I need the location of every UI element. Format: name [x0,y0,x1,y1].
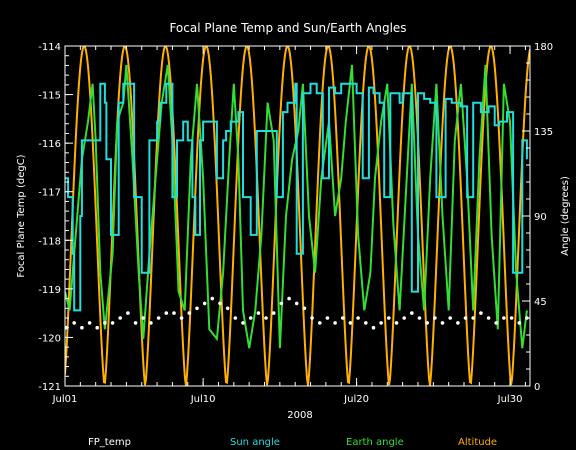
chart-title: Focal Plane Temp and Sun/Earth Angles [169,21,406,35]
legend-earth-angle: Earth angle [346,437,404,448]
fp-temp-point [479,311,483,315]
fp-temp-point [72,321,76,325]
fp-temp-point [509,316,514,320]
fp-temp-point [318,321,322,325]
y-left-tick-label: -120 [38,333,61,344]
fp-temp-point [371,325,376,330]
y-left-tick-label: -121 [38,382,61,393]
y-left-tick-label: -117 [38,188,61,199]
fp-temp-point [287,296,291,301]
fp-temp-point [225,306,230,311]
x-axis-label: 2008 [287,410,312,421]
x-tick-label: Jul30 [497,394,523,405]
legend-fp-temp: FP_temp [88,437,131,448]
series-sun-angle-line [65,82,528,312]
fp-temp-point [210,296,215,301]
fp-temp-point [294,301,299,306]
y-right-tick-label: 180 [534,42,553,53]
fp-temp-point [271,311,276,315]
fp-temp-point [310,316,314,320]
fp-temp-point [126,311,130,315]
y-right-tick-label: 45 [534,297,547,308]
fp-temp-point [341,316,345,320]
y-left-tick-label: -116 [38,139,61,150]
fp-temp-point [256,311,261,315]
fp-temp-point [325,316,330,320]
y-axis-right-label: Angle (degrees) [560,176,571,256]
fp-temp-point [348,321,353,325]
fp-temp-point [141,316,146,320]
fp-temp-point [118,316,122,320]
y-axis-left-label: Focal Plane Temp (degC) [16,154,27,277]
fp-temp-point [302,306,307,311]
fp-temp-point [95,325,99,330]
x-tick-label: Jul10 [190,394,216,405]
fp-temp-point [164,311,169,315]
legend-altitude: Altitude [458,437,497,448]
fp-temp-point [456,321,460,325]
fp-temp-point [279,301,284,306]
y-right-tick-label: 135 [534,127,553,138]
fp-temp-point [179,316,184,320]
fp-temp-point [187,311,192,315]
fp-temp-point [103,321,107,325]
fp-temp-point [356,316,360,320]
fp-temp-point [110,321,115,325]
fp-temp-point [502,316,506,320]
y-left-tick-label: -115 [38,91,61,102]
legend: FP_temp Sun angle Earth angle Altitude [88,437,497,448]
fp-temp-point [448,316,453,320]
y-left-tick-label: -114 [38,42,61,53]
fp-temp-point [264,316,268,320]
fp-temp-point [417,316,422,320]
fp-temp-point [486,316,491,320]
fp-temp-point [133,321,138,325]
fp-temp-point [471,316,476,320]
fp-temp-point [172,311,176,315]
fp-temp-point [410,311,414,315]
y-right-tick-label: 90 [534,212,547,223]
x-tick-label: Jul01 [52,394,78,405]
fp-temp-point [494,321,499,325]
fp-temp-point [433,316,437,320]
fp-temp-point [402,316,407,320]
legend-sun-angle: Sun angle [230,437,280,448]
fp-temp-point [241,321,245,325]
fp-temp-point [87,321,92,325]
fp-temp-point [463,316,468,320]
fp-temp-point [387,316,391,320]
fp-temp-point [425,321,430,325]
fp-temp-point [156,316,161,320]
fp-temp-point [218,301,222,306]
fp-temp-point [149,321,153,325]
axes: -114 -115 -116 -117 -118 -119 -120 -121 180 135 90… [38,42,553,405]
fp-temp-point [333,321,337,325]
x-tick-label: Jul20 [343,394,369,405]
plot-area [65,46,530,386]
y-left-tick-label: -118 [38,236,61,247]
fp-temp-point [248,316,253,320]
fp-temp-point [233,316,238,320]
series-group [65,46,530,386]
fp-temp-point [80,325,84,330]
fp-temp-point [394,321,399,325]
y-right-tick-label: 0 [534,382,540,393]
fp-temp-point [195,306,199,311]
fp-temp-point [364,321,368,325]
fp-temp-point [202,301,207,306]
fp-temp-point [379,321,383,325]
y-left-tick-label: -119 [38,285,61,296]
fp-temp-point [440,321,445,325]
fp-temp-point [517,321,522,325]
